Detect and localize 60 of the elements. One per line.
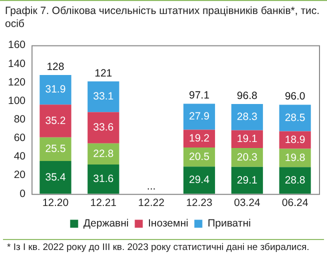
chart-title: Графік 7. Облікова чисельність штатних працівників банків*, тис. осіб (0, 0, 327, 33)
bar (183, 166, 216, 194)
bar (279, 167, 311, 194)
total-label: 128 (46, 60, 64, 73)
data-label: 27.9 (188, 110, 210, 123)
y-tick-label: 160 (8, 39, 26, 52)
data-label: 29.4 (188, 174, 210, 186)
y-tick-label: 40 (14, 150, 26, 163)
data-label: 33.6 (93, 122, 114, 134)
bar (183, 104, 216, 130)
data-label: 35.4 (45, 171, 66, 184)
total-label: 121 (94, 67, 112, 80)
legend-label: Іноземні (148, 218, 188, 230)
annotation: ... (146, 180, 156, 193)
bar (88, 112, 120, 144)
bar (40, 137, 72, 162)
bar (231, 104, 263, 130)
data-label: 31.6 (93, 173, 114, 186)
data-label: 19.2 (188, 132, 210, 145)
data-label: 19.1 (236, 133, 258, 146)
x-tick-label: 12.22 (138, 197, 165, 210)
bar (279, 131, 311, 149)
x-tick-label: 12.20 (42, 197, 69, 210)
bar (40, 104, 72, 138)
data-label: 31.9 (45, 84, 66, 96)
data-label: 29.1 (236, 174, 258, 186)
bar (231, 166, 263, 194)
x-tick-label: 03.24 (234, 197, 260, 210)
data-label: 19.8 (284, 152, 306, 164)
legend-label: Приватні (208, 218, 251, 230)
y-tick-label: 100 (8, 94, 26, 107)
data-label: 18.9 (284, 134, 306, 146)
total-label: 96.0 (284, 90, 306, 103)
y-tick-label: 0 (20, 188, 26, 200)
bar (88, 81, 120, 112)
bar (40, 75, 72, 105)
text: * Із І кв. 2022 року до ІІІ кв. 2023 року статистичні дані не збиралися. (3, 239, 324, 255)
data-label: 20.3 (236, 151, 258, 164)
data-label: 28.5 (284, 112, 306, 124)
bar (279, 104, 311, 132)
data-label: 28.8 (284, 174, 306, 186)
x-tick-label: 12.21 (90, 197, 117, 210)
y-tick-label: 20 (14, 169, 26, 182)
data-label: 22.8 (93, 148, 114, 160)
legend-label: Державні (83, 218, 129, 230)
bar (40, 161, 72, 194)
x-tick-label: 12.23 (186, 197, 213, 210)
data-label: 25.5 (45, 143, 66, 156)
total-label: 97.1 (188, 90, 210, 102)
y-tick-label: 140 (8, 58, 26, 70)
total-label: 96.8 (236, 90, 258, 102)
data-label: 33.1 (93, 90, 114, 103)
y-tick-label: 120 (8, 76, 26, 88)
data-label: 20.5 (188, 150, 210, 163)
y-tick-label: 60 (14, 132, 26, 144)
data-label: 35.2 (45, 114, 66, 127)
y-tick-label: 80 (14, 113, 26, 126)
bar (88, 164, 120, 194)
x-tick-label: 06.24 (282, 197, 308, 210)
data-label: 28.3 (236, 111, 258, 124)
